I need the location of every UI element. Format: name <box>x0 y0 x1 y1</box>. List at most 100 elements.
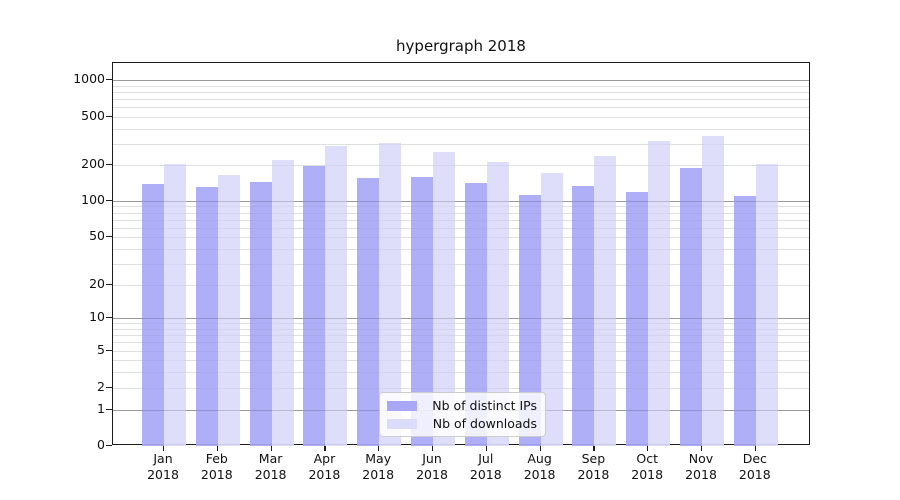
y-tick-label: 200 <box>81 156 105 171</box>
plot-area <box>112 62 810 446</box>
gridline-minor-overlay <box>113 248 809 250</box>
x-axis-tick <box>378 445 380 451</box>
x-tick-label: Nov 2018 <box>685 451 717 482</box>
x-tick-label: Jan 2018 <box>147 451 179 482</box>
legend-swatch-distinct-ips <box>387 400 417 411</box>
y-tick-label: 1 <box>97 401 105 416</box>
gridline-minor-overlay <box>113 165 809 166</box>
y-tick-label: 1000 <box>73 71 105 86</box>
bar <box>680 167 702 446</box>
bar <box>249 182 272 446</box>
x-tick-label: Sep 2018 <box>577 451 610 482</box>
gridline-minor-overlay <box>113 128 809 130</box>
gridline-minor <box>113 91 809 93</box>
y-axis-tick <box>106 79 112 81</box>
gridline-major-overlay <box>113 201 809 202</box>
y-axis-tick <box>106 445 112 447</box>
gridline-minor-overlay <box>113 117 809 118</box>
gridline-minor <box>113 371 809 373</box>
x-tick-label: Jun 2018 <box>416 451 448 482</box>
y-axis-tick <box>106 350 112 352</box>
y-tick-label: 10 <box>89 309 105 324</box>
bar <box>411 176 433 446</box>
gridline-minor <box>113 351 809 352</box>
x-axis-tick <box>270 445 272 451</box>
gridline-minor <box>113 342 809 344</box>
gridline-minor <box>113 323 809 325</box>
bar <box>142 183 164 446</box>
x-axis-tick <box>701 445 703 451</box>
gridline-minor <box>113 143 809 145</box>
bar <box>464 182 487 446</box>
x-axis-tick <box>432 445 434 451</box>
x-tick-label: Feb 2018 <box>200 451 233 482</box>
y-axis-tick <box>106 236 112 238</box>
y-axis-tick <box>106 164 112 166</box>
gridline-minor <box>113 117 809 118</box>
gridline-minor <box>113 165 809 166</box>
gridline-minor-overlay <box>113 285 809 286</box>
gridline-minor-overlay <box>113 323 809 325</box>
bar <box>433 151 455 446</box>
gridline-minor-overlay <box>113 351 809 352</box>
bar <box>486 161 509 446</box>
x-tick-label: Aug 2018 <box>523 451 556 482</box>
x-tick-label: May 2018 <box>362 451 395 482</box>
gridline-minor-overlay <box>113 143 809 145</box>
gridline-major-overlay <box>113 80 809 81</box>
gridline-minor-overlay <box>113 212 809 214</box>
bar <box>379 142 402 446</box>
bar <box>572 186 595 446</box>
gridline-minor-overlay <box>113 388 809 389</box>
legend: Nb of distinct IPs Nb of downloads <box>379 392 546 437</box>
gridline-minor-overlay <box>113 360 809 361</box>
bar <box>217 175 240 446</box>
bar <box>303 166 326 446</box>
gridline-minor-overlay <box>113 237 809 238</box>
y-tick-label: 5 <box>97 342 105 357</box>
bar <box>755 164 778 446</box>
gridline-minor-overlay <box>113 219 809 221</box>
bar <box>325 145 348 446</box>
gridline-major <box>113 318 809 319</box>
x-tick-label: Oct 2018 <box>631 451 664 482</box>
gridline-minor <box>113 206 809 208</box>
legend-entry-distinct-ips: Nb of distinct IPs <box>387 398 537 413</box>
gridline-minor <box>113 248 809 250</box>
bar <box>594 156 617 446</box>
gridline-minor <box>113 107 809 109</box>
y-tick-label: 0 <box>97 437 105 452</box>
x-axis-tick <box>216 445 219 451</box>
gridline-minor <box>113 263 809 265</box>
bar <box>518 195 541 446</box>
gridline-minor-overlay <box>113 371 809 373</box>
bar <box>357 177 380 446</box>
y-tick-label: 500 <box>81 108 105 123</box>
gridline-major <box>113 80 809 81</box>
legend-entry-downloads: Nb of downloads <box>387 416 537 431</box>
gridline-minor <box>113 388 809 389</box>
gridline-minor <box>113 328 809 330</box>
gridline-minor <box>113 99 809 101</box>
gridline-major <box>113 201 809 202</box>
y-axis-tick <box>106 317 112 319</box>
gridline-minor <box>113 212 809 214</box>
gridline-minor <box>113 360 809 361</box>
gridline-minor-overlay <box>113 263 809 265</box>
bar <box>626 191 649 446</box>
gridline-minor-overlay <box>113 107 809 109</box>
x-axis-tick <box>593 445 595 451</box>
gridline-minor <box>113 128 809 130</box>
gridline-major-overlay <box>113 318 809 319</box>
bar <box>271 160 294 446</box>
y-axis-tick <box>106 409 112 411</box>
legend-label-distinct-ips: Nb of distinct IPs <box>432 398 537 413</box>
gridline-minor-overlay <box>113 227 809 229</box>
gridline-minor-overlay <box>113 342 809 344</box>
gridline-minor <box>113 219 809 221</box>
y-tick-label: 20 <box>89 276 105 291</box>
y-tick-label: 2 <box>97 379 105 394</box>
legend-label-downloads: Nb of downloads <box>432 416 537 431</box>
chart-title: hypergraph 2018 <box>396 37 526 55</box>
gridline-minor-overlay <box>113 206 809 208</box>
